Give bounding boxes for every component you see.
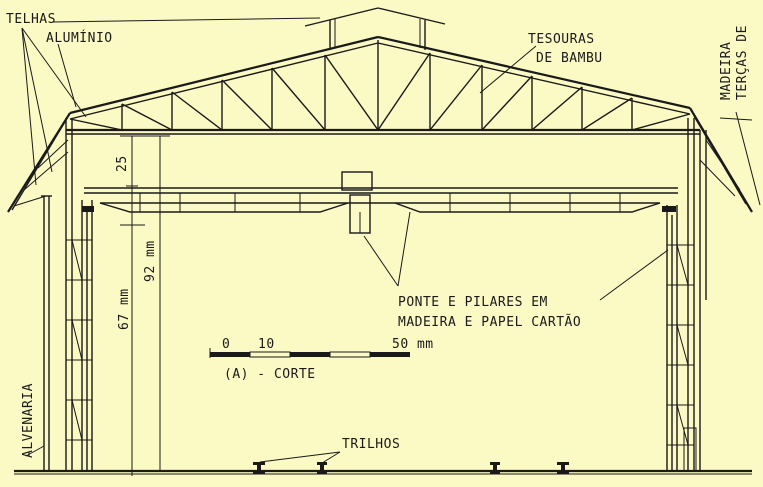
left-pillar	[65, 118, 94, 471]
caption-corte: (A) - CORTE	[224, 367, 316, 382]
ridge-lantern	[304, 7, 446, 50]
label-alvenaria: ALVENARIA	[21, 383, 36, 458]
leader-lines	[21, 17, 761, 464]
label-madeira: MADEIRA	[719, 42, 734, 100]
dim-25: 25	[115, 155, 130, 172]
label-aluminio: ALUMÍNIO	[46, 30, 113, 46]
label-telhas: TELHAS	[6, 12, 56, 27]
label-madeira-papel: MADEIRA E PAPEL CARTÃO	[398, 314, 581, 330]
crane-bridge	[84, 171, 678, 234]
right-pillar	[662, 118, 697, 472]
dimension-lines	[120, 135, 170, 471]
label-tercas-de: TERÇAS DE	[735, 25, 750, 100]
scale-tick-0: 0	[222, 337, 230, 352]
scale-tick-10: 10	[258, 337, 275, 352]
left-eave	[7, 112, 71, 213]
right-eave	[689, 107, 753, 213]
rail-sections	[131, 462, 569, 476]
ground-line	[14, 469, 752, 475]
label-ponte-pilares: PONTE E PILARES EM	[398, 295, 548, 310]
scale-tick-50: 50 mm	[392, 337, 434, 352]
dim-92mm: 92 mm	[143, 240, 158, 282]
right-outer-frame	[699, 130, 707, 471]
label-trilhos: TRILHOS	[342, 437, 400, 452]
dim-67mm: 67 mm	[117, 288, 132, 330]
roof-truss	[66, 35, 700, 135]
left-masonry-wall	[41, 195, 52, 471]
label-de-bambu: DE BAMBU	[536, 51, 603, 66]
scale-bar	[209, 348, 410, 358]
label-tesouras: TESOURAS	[528, 32, 595, 47]
